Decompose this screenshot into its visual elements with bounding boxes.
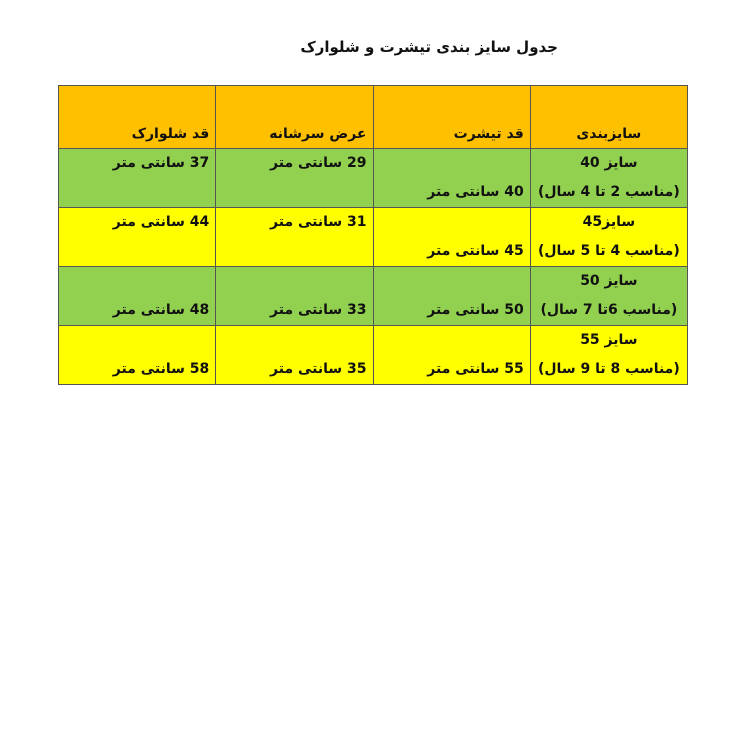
cell-text: سایز45 xyxy=(582,214,636,230)
cell-size: سایز 55 (مناسب 8 تا 9 سال) xyxy=(529,325,689,385)
table-row: سایز 40 (مناسب 2 تا 4 سال) 40 سانتی متر 29 … xyxy=(57,148,689,208)
cell-tshirt-length: 55 سانتی متر xyxy=(372,325,531,385)
cell-text: (مناسب 8 تا 9 سال) xyxy=(538,361,680,377)
cell-shorts-length: 48 سانتی متر xyxy=(57,266,217,326)
cell-text: (مناسب 4 تا 5 سال) xyxy=(538,243,680,259)
cell-text xyxy=(222,326,366,355)
cell-text: سایز 55 xyxy=(580,332,638,348)
cell-text: 31 سانتی متر xyxy=(270,214,367,230)
cell-text: 48 سانتی متر xyxy=(112,302,210,318)
header-row: سایزبندی قد تیشرت عرض سرشانه قد شلوارک xyxy=(57,85,689,149)
cell-text: 29 سانتی متر xyxy=(270,155,367,171)
cell-shorts-length: 58 سانتی متر xyxy=(57,325,217,385)
cell-shoulder-width: 29 سانتی متر xyxy=(215,148,374,208)
cell-text: 33 سانتی متر xyxy=(270,302,367,318)
cell-text: 45 سانتی متر xyxy=(427,243,524,259)
cell-text: 35 سانتی متر xyxy=(270,361,367,377)
cell-text: سایز 40 xyxy=(580,155,638,171)
cell-text: 58 سانتی متر xyxy=(112,361,210,377)
cell-shorts-length: 44 سانتی متر xyxy=(57,207,217,267)
cell-text xyxy=(380,267,524,296)
cell-text: 40 سانتی متر xyxy=(427,184,524,200)
cell-size: سایز 40 (مناسب 2 تا 4 سال) xyxy=(529,148,689,208)
header-size: سایزبندی xyxy=(529,85,689,149)
cell-text xyxy=(380,326,524,355)
cell-text xyxy=(380,149,524,178)
cell-text: 55 سانتی متر xyxy=(427,361,524,377)
table-row: سایز 55 (مناسب 8 تا 9 سال) 55 سانتی متر 35 … xyxy=(57,325,689,385)
cell-text: 44 سانتی متر xyxy=(112,214,210,230)
cell-text xyxy=(65,267,209,296)
cell-text: (مناسب 6تا 7 سال) xyxy=(540,302,678,318)
cell-text xyxy=(222,267,366,296)
cell-text xyxy=(380,208,524,237)
document-title: جدول سایز بندی تیشرت و شلوارک xyxy=(300,38,558,56)
cell-size: سایز 50 (مناسب 6تا 7 سال) xyxy=(529,266,689,326)
header-shoulder-width: عرض سرشانه xyxy=(215,85,374,149)
cell-shoulder-width: 31 سانتی متر xyxy=(215,207,374,267)
cell-text xyxy=(65,178,209,207)
cell-tshirt-length: 40 سانتی متر xyxy=(372,148,531,208)
cell-size: سایز45 (مناسب 4 تا 5 سال) xyxy=(529,207,689,267)
table-row: سایز 50 (مناسب 6تا 7 سال) 50 سانتی متر 33 س… xyxy=(57,266,689,326)
header-shorts-length: قد شلوارک xyxy=(57,85,217,149)
header-tshirt-length: قد تیشرت xyxy=(372,85,531,149)
cell-text xyxy=(222,178,366,207)
cell-shorts-length: 37 سانتی متر xyxy=(57,148,217,208)
cell-text: 50 سانتی متر xyxy=(427,302,524,318)
cell-tshirt-length: 50 سانتی متر xyxy=(372,266,531,326)
table-row: سایز45 (مناسب 4 تا 5 سال) 45 سانتی متر 31 س… xyxy=(57,207,689,267)
cell-text: 37 سانتی متر xyxy=(112,155,210,171)
size-table: سایزبندی قد تیشرت عرض سرشانه قد شلوارک س… xyxy=(57,85,689,385)
cell-tshirt-length: 45 سانتی متر xyxy=(372,207,531,267)
cell-text xyxy=(222,237,366,266)
cell-text xyxy=(65,326,209,355)
cell-shoulder-width: 35 سانتی متر xyxy=(215,325,374,385)
cell-text: (مناسب 2 تا 4 سال) xyxy=(538,184,680,200)
cell-text: سایز 50 xyxy=(580,273,638,289)
cell-text xyxy=(65,237,209,266)
cell-shoulder-width: 33 سانتی متر xyxy=(215,266,374,326)
